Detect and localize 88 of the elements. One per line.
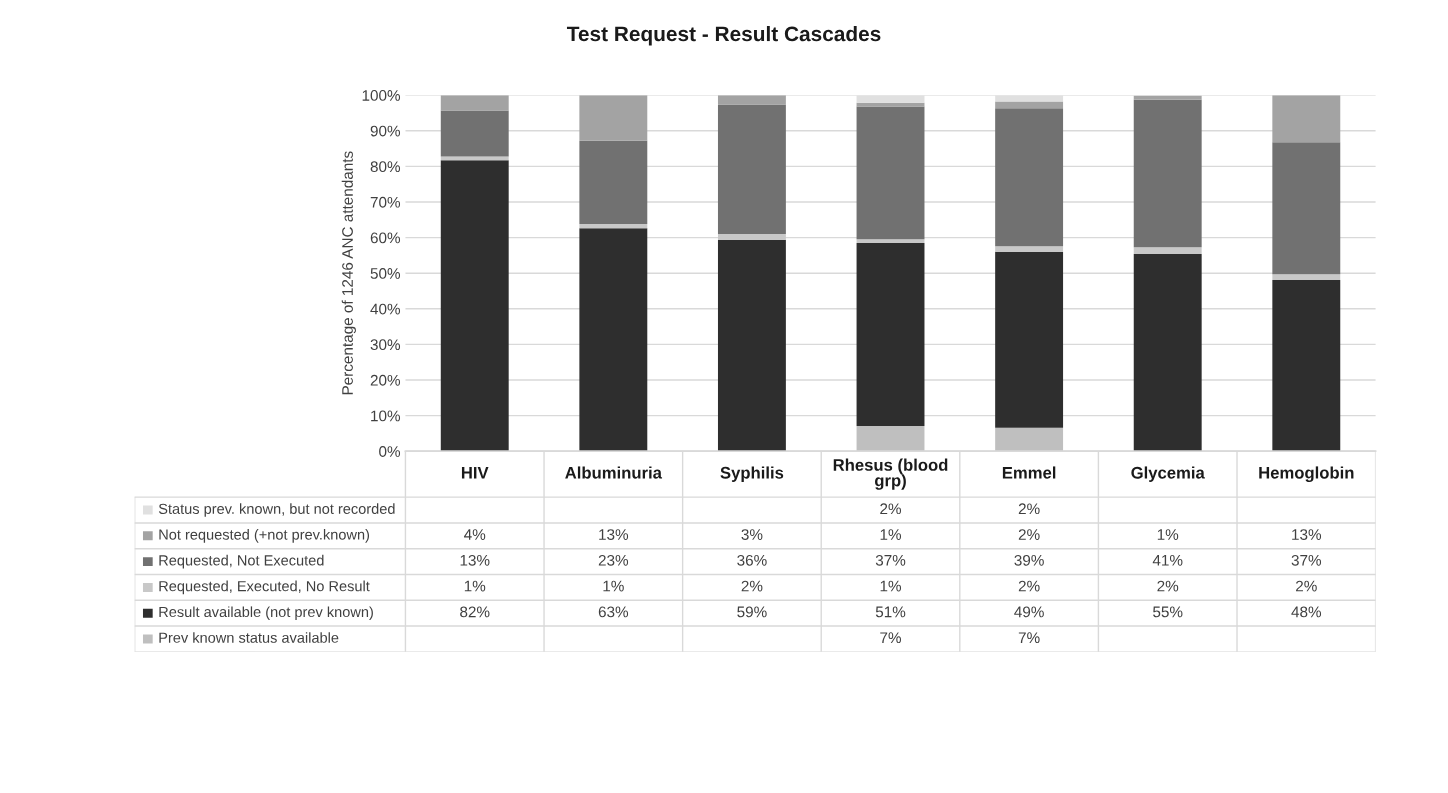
data-label: 55% bbox=[1153, 606, 1183, 618]
data-label: 59% bbox=[737, 606, 767, 618]
x-tick-label: Rhesus (blood grp) bbox=[833, 458, 948, 490]
data-label: 48% bbox=[1291, 606, 1322, 618]
bar bbox=[440, 95, 509, 111]
legend-label: Not requested (+not prev.known) bbox=[159, 529, 370, 543]
bar bbox=[440, 156, 509, 161]
data-label: 4% bbox=[464, 529, 486, 540]
bar bbox=[1133, 95, 1202, 100]
data-label: 1% bbox=[464, 580, 486, 592]
data-label: 1% bbox=[603, 580, 624, 592]
data-label: 2% bbox=[1296, 580, 1317, 592]
bar bbox=[579, 228, 648, 452]
data-label: 1% bbox=[880, 580, 902, 592]
y-tick-label: 50% bbox=[370, 268, 401, 279]
y-tick-label: 0% bbox=[379, 446, 401, 457]
data-label: 37% bbox=[1291, 554, 1322, 566]
data-label: 3% bbox=[741, 529, 763, 540]
bar bbox=[579, 140, 648, 225]
legend-label: Requested, Not Executed bbox=[159, 554, 324, 569]
x-tick-label: Glycemia bbox=[1131, 466, 1205, 482]
legend-label: Prev known status available bbox=[159, 632, 339, 643]
x-tick-label: Emmel bbox=[1002, 466, 1056, 479]
bar bbox=[579, 224, 648, 229]
data-label: 13% bbox=[460, 554, 490, 566]
bar bbox=[717, 239, 786, 452]
y-tick-label: 100% bbox=[362, 90, 401, 101]
y-tick-label: 60% bbox=[370, 232, 401, 244]
x-tick-label: HIV bbox=[461, 467, 489, 479]
data-label: 13% bbox=[599, 529, 629, 540]
y-axis-title: Percentage of 1246 ANC attendants bbox=[341, 151, 356, 395]
bar bbox=[856, 102, 925, 107]
bar bbox=[1272, 279, 1341, 452]
bar bbox=[856, 425, 925, 452]
bar bbox=[1133, 247, 1202, 254]
bar bbox=[1272, 142, 1341, 275]
x-tick-label: Hemoglobin bbox=[1259, 466, 1354, 482]
data-label: 37% bbox=[875, 554, 906, 566]
data-label: 41% bbox=[1152, 554, 1183, 566]
bar bbox=[856, 239, 925, 243]
bar bbox=[1133, 99, 1202, 248]
y-tick-label: 90% bbox=[370, 125, 401, 137]
data-label: 2% bbox=[880, 503, 902, 515]
y-tick-label: 20% bbox=[370, 374, 401, 386]
data-label: 7% bbox=[880, 632, 902, 643]
bar bbox=[995, 427, 1064, 452]
data-label: 51% bbox=[875, 606, 906, 618]
data-label: 1% bbox=[880, 529, 902, 540]
bar bbox=[995, 246, 1064, 252]
bar bbox=[1133, 253, 1202, 452]
bar bbox=[717, 234, 786, 240]
bar bbox=[579, 95, 648, 141]
legend-label: Result available (not prev known) bbox=[159, 606, 373, 620]
x-tick-label: Albuminuria bbox=[565, 466, 663, 479]
data-label: 39% bbox=[1014, 554, 1044, 566]
bar bbox=[995, 251, 1064, 428]
bar bbox=[856, 95, 925, 103]
bar bbox=[440, 160, 509, 452]
bar bbox=[1272, 95, 1341, 143]
data-label: 2% bbox=[1018, 503, 1040, 515]
bar bbox=[717, 104, 786, 235]
y-tick-label: 40% bbox=[370, 303, 401, 315]
chart-title: Test Request - Result Cascades bbox=[566, 25, 881, 46]
data-label: 2% bbox=[1018, 580, 1040, 592]
legend-label: Status prev. known, but not recorded bbox=[158, 503, 395, 517]
data-label: 63% bbox=[598, 606, 629, 618]
legend-label: Requested, Executed, No Result bbox=[159, 580, 370, 595]
data-label: 1% bbox=[1157, 529, 1179, 540]
data-label: 2% bbox=[741, 580, 763, 592]
data-label: 2% bbox=[1157, 580, 1179, 592]
bar bbox=[995, 108, 1064, 247]
data-label: 2% bbox=[1018, 529, 1040, 540]
data-label: 13% bbox=[1292, 529, 1322, 540]
data-label: 7% bbox=[1018, 632, 1040, 643]
y-tick-label: 30% bbox=[370, 339, 401, 351]
x-tick-label: Syphilis bbox=[720, 466, 784, 482]
data-label: 36% bbox=[737, 554, 767, 566]
bar bbox=[856, 242, 925, 426]
y-tick-label: 10% bbox=[371, 410, 401, 422]
bar bbox=[856, 106, 925, 240]
y-tick-label: 80% bbox=[370, 161, 401, 173]
bar bbox=[1272, 274, 1341, 280]
data-label: 82% bbox=[460, 606, 490, 618]
bar bbox=[440, 110, 509, 157]
y-tick-label: 70% bbox=[370, 196, 401, 208]
bar bbox=[995, 95, 1064, 102]
data-label: 49% bbox=[1014, 606, 1044, 618]
data-label: 23% bbox=[598, 554, 629, 566]
